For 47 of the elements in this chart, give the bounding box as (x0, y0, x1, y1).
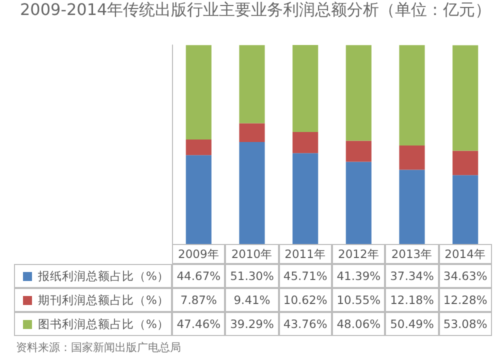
bar (239, 142, 265, 244)
x-tick-label: 2011年 (278, 244, 332, 264)
bar (399, 45, 425, 146)
data-label: 10.62% (278, 288, 332, 312)
bar (399, 170, 425, 244)
legend-label: 期刊利润总额占比（%） (38, 292, 169, 308)
data-label: 44.67% (172, 264, 226, 288)
bar (239, 123, 265, 142)
x-tick-label: 2012年 (332, 244, 386, 264)
data-label: 47.46% (172, 312, 226, 336)
bar (186, 140, 212, 156)
data-label: 48.06% (332, 312, 386, 336)
data-label: 50.49% (385, 312, 439, 336)
bar (186, 45, 212, 140)
x-tick-label: 2010年 (225, 244, 279, 264)
data-label: 9.41% (225, 288, 279, 312)
bar (346, 140, 372, 162)
bar (346, 162, 372, 244)
bar (292, 153, 318, 244)
x-tick-label: 2009年 (172, 244, 226, 264)
chart-title: 2009-2014年传统出版行业主要业务利润总额分析（单位：亿元） (20, 0, 492, 21)
bar (292, 132, 318, 154)
bar (346, 45, 372, 141)
bar (399, 146, 425, 170)
data-label: 7.87% (172, 288, 226, 312)
data-label: 34.63% (438, 264, 492, 288)
data-label: 10.55% (332, 288, 386, 312)
bar (452, 45, 478, 151)
bar (452, 150, 478, 176)
data-label: 53.08% (438, 312, 492, 336)
data-label: 51.30% (225, 264, 279, 288)
data-label: 41.39% (332, 264, 386, 288)
data-label: 37.34% (385, 264, 439, 288)
data-label: 39.29% (225, 312, 279, 336)
x-tick-label: 2013年 (385, 244, 439, 264)
data-label: 45.71% (278, 264, 332, 288)
bar (292, 45, 318, 132)
bar (452, 175, 478, 244)
legend-label: 报纸利润总额占比（%） (38, 268, 169, 284)
data-label: 12.28% (438, 288, 492, 312)
x-tick-label: 2014年 (438, 244, 492, 264)
bar (239, 45, 265, 124)
data-label: 12.18% (385, 288, 439, 312)
text: 资料来源：国家新闻出版广电总局 (16, 340, 181, 355)
bar (186, 155, 212, 244)
data-label: 43.76% (278, 312, 332, 336)
legend-label: 图书利润总额占比（%） (38, 316, 169, 332)
